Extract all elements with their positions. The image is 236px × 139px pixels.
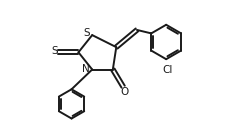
- Text: O: O: [120, 87, 128, 97]
- Text: N: N: [82, 64, 90, 74]
- Text: Cl: Cl: [163, 65, 173, 75]
- Text: S: S: [84, 28, 90, 38]
- Text: S: S: [51, 46, 58, 56]
